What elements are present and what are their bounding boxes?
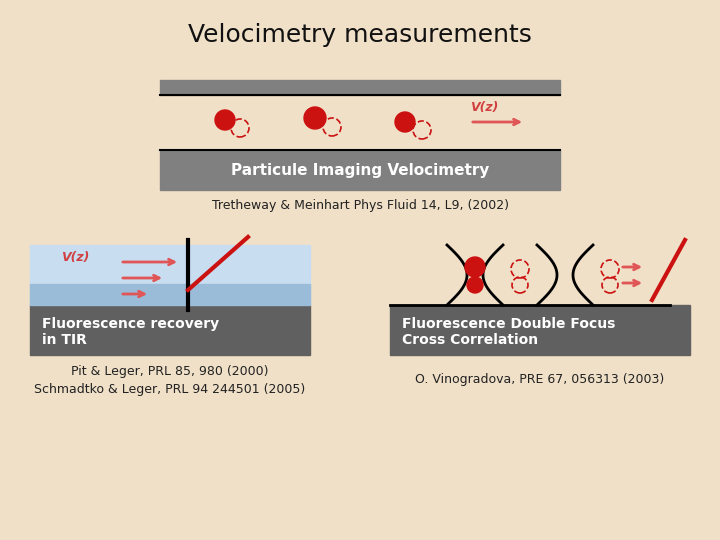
- Text: Schmadtko & Leger, PRL 94 244501 (2005): Schmadtko & Leger, PRL 94 244501 (2005): [35, 383, 305, 396]
- Bar: [30, 305, 310, 355]
- Text: Cross Correlation: Cross Correlation: [402, 333, 538, 347]
- Text: Pit & Leger, PRL 85, 980 (2000): Pit & Leger, PRL 85, 980 (2000): [71, 366, 269, 379]
- Circle shape: [304, 107, 326, 129]
- Text: Tretheway & Meinhart Phys Fluid 14, L9, (2002): Tretheway & Meinhart Phys Fluid 14, L9, …: [212, 199, 508, 212]
- Text: Velocimetry measurements: Velocimetry measurements: [188, 23, 532, 47]
- Circle shape: [395, 112, 415, 132]
- Bar: [30, 245, 310, 305]
- Text: Fluorescence Double Focus: Fluorescence Double Focus: [402, 317, 616, 331]
- Text: Fluorescence recovery: Fluorescence recovery: [42, 317, 219, 331]
- Bar: [160, 80, 560, 95]
- Bar: [390, 305, 690, 355]
- Text: in TIR: in TIR: [42, 333, 87, 347]
- Text: O. Vinogradova, PRE 67, 056313 (2003): O. Vinogradova, PRE 67, 056313 (2003): [415, 374, 665, 387]
- Text: V(z): V(z): [470, 101, 498, 114]
- Bar: [30, 284, 310, 305]
- Text: Particule Imaging Velocimetry: Particule Imaging Velocimetry: [231, 163, 489, 178]
- Text: V(z): V(z): [60, 252, 89, 265]
- Circle shape: [215, 110, 235, 130]
- Circle shape: [467, 277, 483, 293]
- Bar: [160, 150, 560, 190]
- Circle shape: [465, 257, 485, 277]
- Bar: [390, 245, 690, 305]
